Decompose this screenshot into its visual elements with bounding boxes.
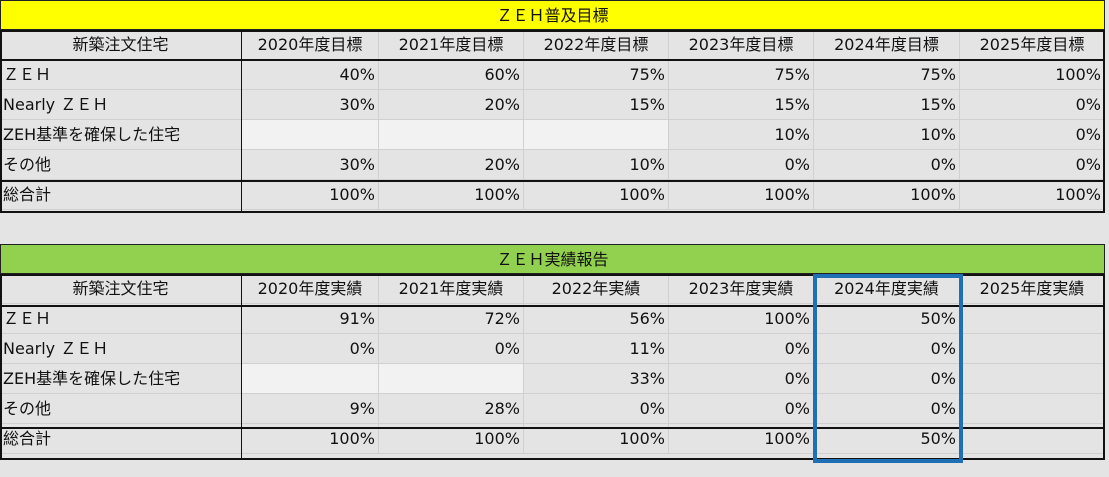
target-cell[interactable]: 75% <box>814 60 960 90</box>
target-cell[interactable]: 0% <box>814 150 960 180</box>
target-cell[interactable]: 30% <box>242 90 379 120</box>
actual-row-label[interactable]: その他 <box>0 394 242 424</box>
actual-cell[interactable]: 56% <box>524 304 669 334</box>
actual-cell-empty[interactable] <box>242 364 379 394</box>
target-cell-empty[interactable] <box>524 120 669 150</box>
target-total-cell[interactable]: 100% <box>669 180 814 210</box>
target-total-label[interactable]: 総合計 <box>0 180 242 210</box>
actual-header-2021[interactable]: 2021年度実績 <box>379 274 524 304</box>
actual-cell[interactable]: 9% <box>242 394 379 424</box>
actual-total-cell[interactable]: 100% <box>242 424 379 454</box>
actual-total-cell[interactable]: 100% <box>524 424 669 454</box>
actual-total-cell[interactable]: 100% <box>379 424 524 454</box>
actual-row-label[interactable]: Nearly ＺＥＨ <box>0 334 242 364</box>
actual-cell[interactable]: 100% <box>669 304 814 334</box>
target-cell[interactable]: 15% <box>814 90 960 120</box>
target-cell[interactable]: 10% <box>669 120 814 150</box>
target-total-cell[interactable]: 100% <box>960 180 1105 210</box>
actual-header-2020[interactable]: 2020年度実績 <box>242 274 379 304</box>
actual-total-cell[interactable]: 50% <box>814 424 960 454</box>
target-cell[interactable]: 100% <box>960 60 1105 90</box>
actual-table: 新築注文住宅 2020年度実績 2021年度実績 2022年実績 2023年度実… <box>0 274 1105 454</box>
target-cell[interactable]: 30% <box>242 150 379 180</box>
actual-cell[interactable]: 0% <box>814 334 960 364</box>
actual-cell[interactable] <box>960 334 1105 364</box>
actual-cell[interactable]: 72% <box>379 304 524 334</box>
target-header-2023[interactable]: 2023年度目標 <box>669 30 814 60</box>
actual-header-2022[interactable]: 2022年実績 <box>524 274 669 304</box>
target-table-title[interactable]: ＺＥＨ普及目標 <box>0 0 1105 30</box>
target-cell[interactable]: 20% <box>379 90 524 120</box>
target-cell-empty[interactable] <box>379 120 524 150</box>
target-header-label[interactable]: 新築注文住宅 <box>0 30 242 60</box>
actual-header-2023[interactable]: 2023年度実績 <box>669 274 814 304</box>
target-cell[interactable]: 0% <box>960 150 1105 180</box>
target-cell[interactable]: 75% <box>669 60 814 90</box>
actual-cell[interactable] <box>960 394 1105 424</box>
actual-cell[interactable]: 0% <box>524 394 669 424</box>
target-total-cell[interactable]: 100% <box>524 180 669 210</box>
actual-header-2025[interactable]: 2025年度実績 <box>960 274 1105 304</box>
actual-cell[interactable]: 0% <box>669 364 814 394</box>
target-cell[interactable]: 40% <box>242 60 379 90</box>
target-header-2025[interactable]: 2025年度目標 <box>960 30 1105 60</box>
actual-cell[interactable]: 0% <box>379 334 524 364</box>
actual-cell[interactable] <box>960 364 1105 394</box>
target-total-cell[interactable]: 100% <box>814 180 960 210</box>
target-header-2021[interactable]: 2021年度目標 <box>379 30 524 60</box>
target-row-label[interactable]: ＺＥＨ <box>0 60 242 90</box>
actual-cell[interactable]: 11% <box>524 334 669 364</box>
target-cell[interactable]: 10% <box>524 150 669 180</box>
actual-cell[interactable]: 50% <box>814 304 960 334</box>
target-cell[interactable]: 20% <box>379 150 524 180</box>
actual-cell[interactable] <box>960 304 1105 334</box>
target-row-label[interactable]: ZEH基準を確保した住宅 <box>0 120 242 150</box>
target-header-2022[interactable]: 2022年度目標 <box>524 30 669 60</box>
target-cell[interactable]: 15% <box>669 90 814 120</box>
target-row-label[interactable]: その他 <box>0 150 242 180</box>
target-cell-empty[interactable] <box>242 120 379 150</box>
target-cell[interactable]: 60% <box>379 60 524 90</box>
target-row-label[interactable]: Nearly ＺＥＨ <box>0 90 242 120</box>
actual-total-cell[interactable]: 100% <box>669 424 814 454</box>
target-cell[interactable]: 75% <box>524 60 669 90</box>
target-cell[interactable]: 0% <box>960 120 1105 150</box>
actual-cell[interactable]: 0% <box>669 394 814 424</box>
actual-table-title[interactable]: ＺＥＨ実績報告 <box>0 244 1105 274</box>
actual-total-cell[interactable] <box>960 424 1105 454</box>
actual-cell[interactable]: 0% <box>814 364 960 394</box>
actual-cell[interactable]: 0% <box>242 334 379 364</box>
actual-row-label[interactable]: ＺＥＨ <box>0 304 242 334</box>
target-cell[interactable]: 0% <box>669 150 814 180</box>
actual-header-2024[interactable]: 2024年度実績 <box>814 274 960 304</box>
actual-cell[interactable]: 28% <box>379 394 524 424</box>
actual-header-label[interactable]: 新築注文住宅 <box>0 274 242 304</box>
target-cell[interactable]: 15% <box>524 90 669 120</box>
actual-cell-empty[interactable] <box>379 364 524 394</box>
target-total-cell[interactable]: 100% <box>242 180 379 210</box>
actual-cell[interactable]: 0% <box>814 394 960 424</box>
actual-total-label[interactable]: 総合計 <box>0 424 242 454</box>
actual-cell[interactable]: 33% <box>524 364 669 394</box>
actual-row-label[interactable]: ZEH基準を確保した住宅 <box>0 364 242 394</box>
target-cell[interactable]: 0% <box>960 90 1105 120</box>
actual-cell[interactable]: 0% <box>669 334 814 364</box>
target-total-cell[interactable]: 100% <box>379 180 524 210</box>
target-cell[interactable]: 10% <box>814 120 960 150</box>
target-table: 新築注文住宅 2020年度目標 2021年度目標 2022年度目標 2023年度… <box>0 30 1105 210</box>
target-header-2024[interactable]: 2024年度目標 <box>814 30 960 60</box>
target-header-2020[interactable]: 2020年度目標 <box>242 30 379 60</box>
actual-cell[interactable]: 91% <box>242 304 379 334</box>
